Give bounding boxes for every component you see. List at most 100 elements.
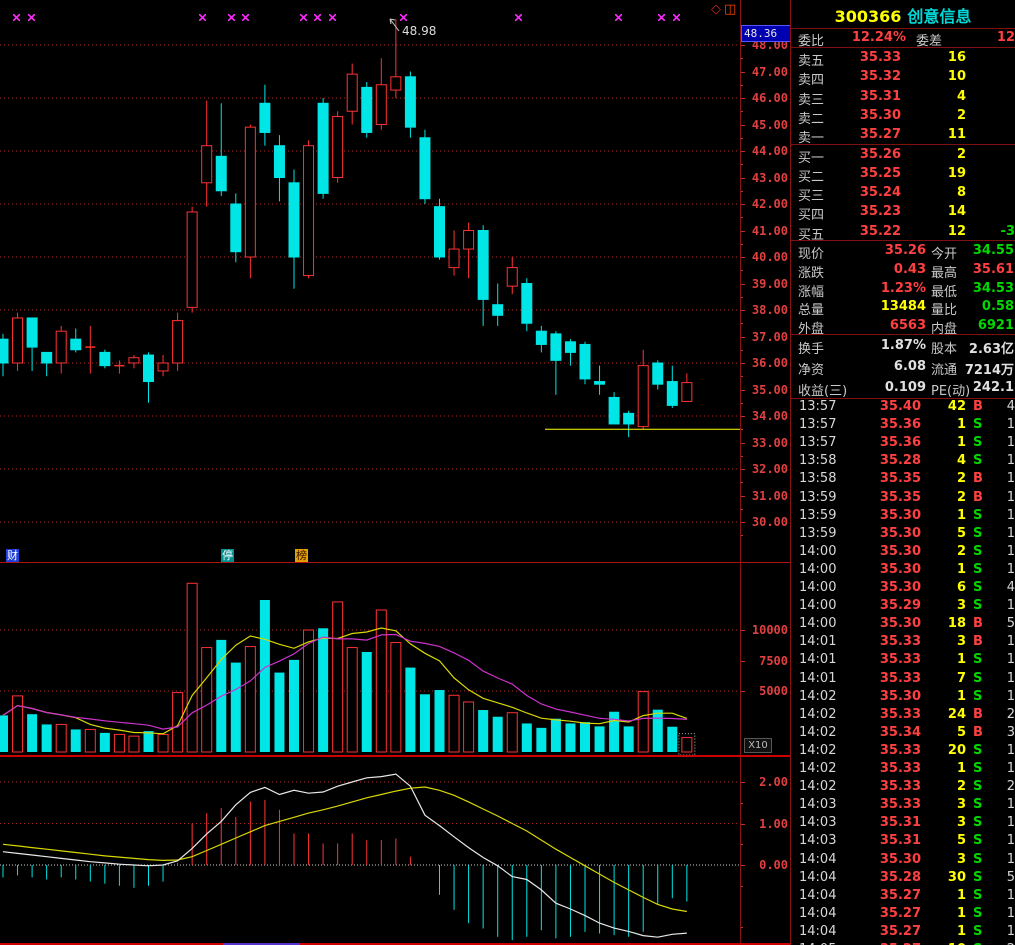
- order-level-label: 卖一: [798, 131, 825, 147]
- fundamental-value: 1.87%: [880, 338, 926, 353]
- order-level-label: 卖四: [798, 73, 825, 89]
- tick-volume: 30: [947, 869, 966, 885]
- tick-volume: 2: [956, 543, 966, 559]
- tick-row[interactable]: 14:04 35.28 30 S 5: [791, 870, 1015, 888]
- quote-label: 最高: [931, 265, 958, 281]
- tick-price: 35.33: [879, 634, 921, 650]
- tick-volume: 3: [956, 851, 966, 867]
- order-volume: 2: [956, 107, 966, 123]
- fundamental-label: 流通: [931, 363, 958, 378]
- price-axis-label: 31.00: [751, 488, 788, 503]
- tick-row[interactable]: 14:00 35.29 3 S 1: [791, 598, 1015, 616]
- fundamental-value: 2.63亿: [968, 342, 1014, 357]
- price-axis-label: 36.00: [751, 356, 788, 370]
- price-axis-label: 45.00: [751, 117, 788, 132]
- kline-chart[interactable]: 48.98: [0, 0, 740, 562]
- order-book-row[interactable]: 卖二 35.30 2: [791, 108, 1015, 127]
- tick-row[interactable]: 14:00 35.30 18 B 5: [791, 616, 1015, 634]
- order-level-label: 卖三: [798, 92, 825, 108]
- tick-time: 14:00: [799, 598, 837, 614]
- tick-row[interactable]: 14:01 35.33 1 S 1: [791, 652, 1015, 670]
- price-axis-label: 39.00: [751, 276, 788, 291]
- quote-label: 量比: [931, 303, 958, 319]
- tick-price: 35.31: [879, 815, 921, 831]
- tick-price: 35.30: [879, 507, 921, 523]
- macd-chart[interactable]: [0, 757, 740, 943]
- tick-row[interactable]: 13:59 35.30 5 S 1: [791, 526, 1015, 544]
- split-window-icon[interactable]: ◫: [724, 2, 740, 17]
- scrollbar-fragment[interactable]: [223, 943, 300, 945]
- tick-volume: 7: [956, 670, 966, 686]
- tick-row[interactable]: 14:04 35.27 1 S 1: [791, 888, 1015, 906]
- tick-price: 35.36: [879, 417, 921, 433]
- tick-count: 1: [1006, 471, 1015, 487]
- tick-side: B: [973, 634, 983, 650]
- quote-value: 0.58: [981, 299, 1014, 315]
- weibi-value: 12.24%: [851, 30, 906, 45]
- order-price: 35.30: [859, 107, 901, 123]
- order-book-row[interactable]: 买三 35.24 8: [791, 185, 1015, 204]
- order-volume: 19: [947, 165, 966, 181]
- tick-row[interactable]: 14:01 35.33 7 S 1: [791, 671, 1015, 689]
- order-book-row[interactable]: 买四 35.23 14: [791, 204, 1015, 223]
- tick-volume: 24: [947, 706, 966, 722]
- tick-row[interactable]: 13:59 35.35 2 B 1: [791, 490, 1015, 508]
- tick-row[interactable]: 14:02 35.30 1 S 1: [791, 689, 1015, 707]
- tick-row[interactable]: 14:01 35.33 3 B 1: [791, 634, 1015, 652]
- tick-row[interactable]: 14:02 35.33 1 S 1: [791, 761, 1015, 779]
- tick-list[interactable]: 13:57 35.40 42 B 4 13:57 35.36 1 S 1 13:57 35.36 1 S 1…: [791, 399, 1015, 945]
- event-flag[interactable]: 榜: [295, 549, 308, 562]
- tick-row[interactable]: 14:04 35.27 1 S 1: [791, 924, 1015, 942]
- tick-row[interactable]: 14:00 35.30 1 S 1: [791, 562, 1015, 580]
- tick-row[interactable]: 13:58 35.28 4 S 1: [791, 453, 1015, 471]
- volume-chart[interactable]: [0, 563, 740, 755]
- tick-row[interactable]: 14:05 35.2710 S2: [791, 942, 1015, 945]
- event-flag[interactable]: 财: [6, 549, 19, 562]
- tick-price: 35.33: [879, 797, 921, 813]
- tick-row[interactable]: 13:57 35.36 1 S 1: [791, 435, 1015, 453]
- tick-row[interactable]: 14:02 35.34 5 B 3: [791, 725, 1015, 743]
- tick-side: S: [973, 815, 983, 831]
- order-book-row[interactable]: 卖五 35.33 16: [791, 50, 1015, 69]
- tick-row[interactable]: 13:59 35.30 1 S 1: [791, 508, 1015, 526]
- tick-row[interactable]: 14:00 35.30 6 S 4: [791, 580, 1015, 598]
- order-book-row[interactable]: 卖三 35.31 4: [791, 89, 1015, 108]
- tick-row[interactable]: 14:00 35.30 2 S 1: [791, 544, 1015, 562]
- diamond-icon[interactable]: ◇: [711, 2, 724, 17]
- quote-label: 外盘: [798, 322, 825, 338]
- stock-title[interactable]: 300366 创意信息: [791, 3, 1015, 27]
- tick-row[interactable]: 14:04 35.27 1 S 1: [791, 906, 1015, 924]
- event-flag[interactable]: 停: [221, 549, 234, 562]
- tick-row[interactable]: 14:03 35.31 3 S 1: [791, 815, 1015, 833]
- tick-count: 1: [1006, 453, 1015, 469]
- tick-time: 14:01: [799, 634, 837, 650]
- tick-count: 1: [1006, 905, 1015, 921]
- order-book-row[interactable]: 卖一 35.27 11: [791, 127, 1015, 146]
- price-axis-label: 40.00: [751, 250, 788, 264]
- tick-row[interactable]: 14:03 35.31 5 S 1: [791, 833, 1015, 851]
- tick-row[interactable]: 13:57 35.40 42 B 4: [791, 399, 1015, 417]
- fundamental-label: 换手: [798, 342, 825, 357]
- quote-row: 现价 35.26 今开 34.55: [791, 243, 1015, 262]
- tick-volume: 1: [956, 923, 966, 939]
- tick-volume: 6: [956, 580, 966, 595]
- tick-price: 35.36: [879, 435, 921, 451]
- tick-volume: 1: [956, 507, 966, 523]
- macd-axis-label: 0.00: [759, 858, 788, 872]
- order-book-row[interactable]: 买五 35.22 12 -3: [791, 224, 1015, 243]
- tick-row[interactable]: 14:02 35.33 24 B 2: [791, 707, 1015, 725]
- tick-row[interactable]: 13:57 35.36 1 S 1: [791, 417, 1015, 435]
- bottom-border: [0, 943, 790, 945]
- order-book-row[interactable]: 买一 35.26 2: [791, 147, 1015, 166]
- tick-row[interactable]: 13:58 35.35 2 B 1: [791, 471, 1015, 489]
- quote-row: 外盘 6563 内盘 6921: [791, 318, 1015, 338]
- tick-row[interactable]: 14:03 35.33 3 S 1: [791, 797, 1015, 815]
- tick-row[interactable]: 14:02 35.33 2 S 2: [791, 779, 1015, 797]
- tick-count: 1: [1006, 688, 1015, 704]
- tick-row[interactable]: 14:02 35.33 20 S 1: [791, 743, 1015, 761]
- price-axis-label: 46.00: [751, 91, 788, 105]
- order-book-row[interactable]: 卖四 35.32 10: [791, 69, 1015, 88]
- tick-row[interactable]: 14:04 35.30 3 S 1: [791, 852, 1015, 870]
- order-book-row[interactable]: 买二 35.25 19: [791, 166, 1015, 185]
- tick-price: 35.33: [879, 742, 921, 758]
